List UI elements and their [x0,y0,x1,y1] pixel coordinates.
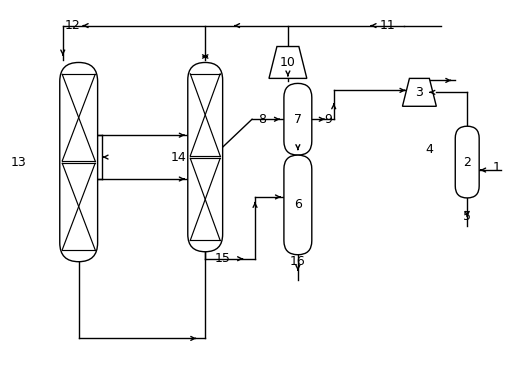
Text: 11: 11 [379,19,395,32]
Text: 4: 4 [425,143,433,156]
FancyBboxPatch shape [188,62,223,252]
Text: 2: 2 [464,156,471,168]
Text: 8: 8 [258,113,266,126]
Text: 12: 12 [65,19,80,32]
FancyBboxPatch shape [284,83,312,155]
Text: 9: 9 [324,113,331,126]
Text: 14: 14 [171,150,186,164]
FancyBboxPatch shape [60,62,98,262]
Text: 10: 10 [280,56,296,69]
Text: 16: 16 [290,255,306,268]
Polygon shape [269,47,307,79]
Text: 6: 6 [294,199,302,211]
Text: 5: 5 [463,210,471,224]
Text: 7: 7 [294,113,302,126]
Text: 3: 3 [416,86,423,99]
Text: 15: 15 [214,252,230,265]
FancyBboxPatch shape [284,155,312,255]
Polygon shape [402,79,436,106]
Text: 1: 1 [493,160,501,174]
FancyBboxPatch shape [455,126,479,198]
Text: 13: 13 [11,156,27,168]
